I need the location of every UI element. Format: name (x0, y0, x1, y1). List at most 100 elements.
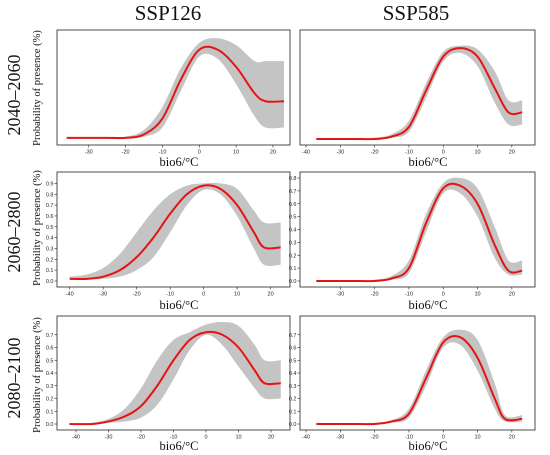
y-tick-label: 0.2 (46, 257, 54, 263)
y-tick-label: 0.3 (46, 384, 54, 390)
response-curve (316, 335, 523, 426)
y-tick-label: 0.6 (289, 202, 297, 208)
x-tick-label: -20 (371, 150, 379, 156)
x-tick-label: 0 (442, 292, 445, 298)
x-tick-label: -40 (302, 435, 310, 441)
y-tick-label: 0.3 (289, 240, 297, 246)
y-tick-label: 0.2 (46, 397, 54, 403)
y-tick-label: 0.0 (289, 279, 297, 285)
column-header-ssp126: SSP126 (135, 1, 202, 25)
confidence-band (316, 329, 523, 425)
response-curve (69, 330, 281, 426)
confidence-band (316, 177, 523, 282)
plot-frame (56, 171, 291, 288)
y-tick-label: 0.5 (289, 215, 297, 221)
panel-2: -40 -30 -20 -10 0 10 20 (299, 29, 536, 156)
x-tick-label: -30 (105, 435, 113, 441)
y-axis-label-row2: Probability of presence (%) (32, 170, 43, 286)
x-axis-label-r1c2: bio6/°C (408, 155, 447, 169)
y-tick-label: 0.7 (289, 189, 297, 195)
x-tick-label: 20 (509, 435, 515, 441)
panel-3: -40 -30 -20 -10 0 10 20 0.0 0.1 0.2 0.3 0.4 0.5 0.6 0.… (46, 171, 291, 298)
panel-4: -30 -20 -10 0 10 20 0.0 0.1 0.2 0.3 0.4 0.5 0.6 0.7 0.… (289, 171, 536, 298)
x-tick-label: -40 (66, 292, 74, 298)
y-tick-label: 0.3 (46, 246, 54, 252)
y-tick-label: 0.9 (46, 181, 54, 187)
x-axis-label-r2c1: bio6/°C (159, 298, 198, 312)
y-tick-label: 0.7 (46, 203, 54, 209)
x-tick-label: -10 (405, 435, 413, 441)
chart-panels: -30 -20 -10 0 10 20 -40 -30 -20 -10 0 10 20 -40 -30 -20… (46, 29, 536, 441)
response-curve (66, 45, 285, 140)
x-tick-label: -10 (170, 435, 178, 441)
y-tick-label: 0.8 (289, 176, 297, 182)
y-tick-label: 0.0 (46, 422, 54, 428)
x-tick-label: 0 (198, 150, 201, 156)
y-tick-label: 0.2 (289, 253, 297, 259)
y-tick-label: 0.8 (46, 192, 54, 198)
x-tick-label: 0 (442, 435, 445, 441)
panel-6: -40 -30 -20 -10 0 10 20 0.0 0.1 0.2 0.3 0.4 0.5 0.6 0.… (289, 315, 536, 441)
y-tick-label: 0.5 (46, 358, 54, 364)
y-tick-label: 0.0 (46, 279, 54, 285)
x-tick-label: -10 (405, 150, 413, 156)
x-tick-label: -20 (137, 435, 145, 441)
y-tick-label: 0.6 (289, 346, 297, 352)
confidence-band (66, 38, 285, 138)
y-tick-label: 0.4 (46, 371, 54, 377)
y-tick-label: 0.2 (289, 397, 297, 403)
y-axis-label-row3: Probability of presence (%) (32, 317, 43, 433)
x-tick-label: -10 (158, 150, 166, 156)
y-tick-label: 0.4 (46, 236, 54, 242)
confidence-band (69, 321, 281, 425)
row-label-2040-2060: 2040–2060 (4, 55, 24, 136)
plot-frame (299, 171, 536, 288)
x-tick-label: -30 (99, 292, 107, 298)
x-axis-label-r2c2: bio6/°C (408, 298, 447, 312)
y-tick-label: 0.4 (289, 228, 297, 234)
y-tick-label: 0.4 (289, 371, 297, 377)
x-tick-label: 10 (474, 150, 480, 156)
x-tick-label: -10 (405, 292, 413, 298)
row-label-2060-2800: 2060–2800 (4, 192, 24, 273)
x-tick-label: 0 (202, 292, 205, 298)
x-tick-label: 10 (234, 292, 240, 298)
confidence-band (316, 45, 523, 140)
x-axis-label-r3c1: bio6/°C (159, 439, 198, 453)
x-tick-label: 20 (268, 435, 274, 441)
response-curve (69, 184, 281, 280)
x-tick-label: 10 (233, 150, 239, 156)
x-tick-label: -30 (336, 292, 344, 298)
x-tick-label: 10 (235, 435, 241, 441)
x-tick-label: -20 (371, 292, 379, 298)
x-tick-label: -40 (72, 435, 80, 441)
y-tick-label: 0.3 (289, 384, 297, 390)
x-tick-label: 20 (268, 292, 274, 298)
x-tick-label: 10 (474, 292, 480, 298)
y-tick-label: 0.1 (289, 266, 297, 272)
x-tick-label: -20 (371, 435, 379, 441)
x-axis-label-r3c2: bio6/°C (408, 439, 447, 453)
x-tick-label: -30 (85, 150, 93, 156)
x-tick-label: -10 (166, 292, 174, 298)
x-tick-label: -40 (302, 150, 310, 156)
y-tick-label: 0.6 (46, 346, 54, 352)
x-tick-label: -20 (122, 150, 130, 156)
x-tick-label: -30 (336, 150, 344, 156)
x-tick-label: 10 (474, 435, 480, 441)
panel-5: -40 -30 -20 -10 0 10 20 0.0 0.1 0.2 0.3 0.4 0.5 0.6 0.… (46, 315, 291, 441)
confidence-band (69, 182, 281, 280)
y-tick-label: 0.5 (46, 225, 54, 231)
y-tick-label: 0.7 (289, 333, 297, 339)
x-tick-label: 20 (509, 150, 515, 156)
x-tick-label: 0 (442, 150, 445, 156)
y-tick-label: 0.0 (289, 422, 297, 428)
plot-frame (56, 29, 291, 146)
y-tick-label: 0.1 (46, 268, 54, 274)
y-tick-label: 0.1 (289, 409, 297, 415)
panel-1: -30 -20 -10 0 10 20 (56, 29, 291, 156)
x-tick-label: 0 (204, 435, 207, 441)
response-curve (316, 182, 523, 283)
x-tick-label: 20 (509, 292, 515, 298)
